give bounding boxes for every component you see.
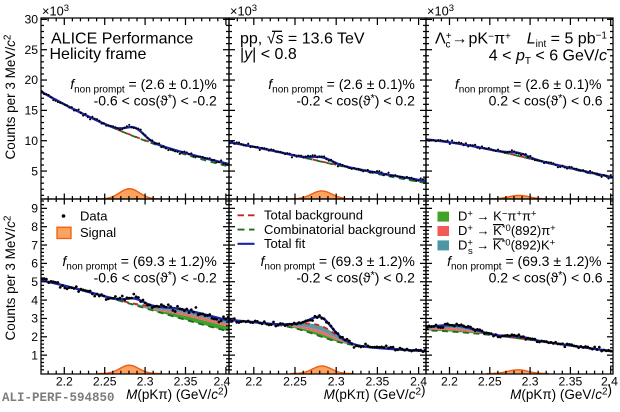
svg-text:9: 9 xyxy=(31,202,38,216)
svg-text:3: 3 xyxy=(31,312,38,326)
svg-text:fnon prompt = (69.3 ± 1.2)%: fnon prompt = (69.3 ± 1.2)% xyxy=(447,253,601,273)
svg-text:×103: ×103 xyxy=(230,3,257,19)
svg-text:Data: Data xyxy=(80,209,108,224)
svg-text:Counts per 3 MeV/c2: Counts per 3 MeV/c2 xyxy=(3,34,19,159)
svg-text:7: 7 xyxy=(31,238,38,252)
svg-text:2: 2 xyxy=(31,330,38,344)
svg-text:fnon prompt = (2.6 ± 0.1)%: fnon prompt = (2.6 ± 0.1)% xyxy=(455,76,602,96)
svg-text:Combinatorial background: Combinatorial background xyxy=(264,222,416,237)
svg-text:M(pKπ) (GeV/c2): M(pKπ) (GeV/c2) xyxy=(324,383,426,403)
svg-text:-0.2 < cos(ϑ*) < 0.2: -0.2 < cos(ϑ*) < 0.2 xyxy=(296,93,415,109)
svg-text:D+ → K*0(892)π+: D+ → K*0(892)π+ xyxy=(458,223,556,238)
svg-text:2.3: 2.3 xyxy=(522,375,539,389)
svg-text:2.35: 2.35 xyxy=(559,375,583,389)
svg-text:5: 5 xyxy=(31,164,38,178)
svg-text:2.35: 2.35 xyxy=(366,375,390,389)
svg-text:pp, √s = 13.6 TeV: pp, √s = 13.6 TeV xyxy=(240,31,365,48)
svg-text:×103: ×103 xyxy=(427,3,454,19)
svg-text:Lint = 5 pb−1: Lint = 5 pb−1 xyxy=(527,31,608,51)
svg-text:0.2 < cos(ϑ*) < 0.6: 0.2 < cos(ϑ*) < 0.6 xyxy=(489,93,603,109)
svg-text:fnon prompt = (69.3 ± 1.2)%: fnon prompt = (69.3 ± 1.2)% xyxy=(62,253,216,273)
svg-text:1: 1 xyxy=(31,348,38,362)
svg-text:25: 25 xyxy=(24,43,38,57)
svg-text:2.25: 2.25 xyxy=(93,375,117,389)
svg-text:0.2 < cos(ϑ*) < 0.6: 0.2 < cos(ϑ*) < 0.6 xyxy=(489,270,603,286)
svg-text:ALI-PERF-594850: ALI-PERF-594850 xyxy=(2,391,115,405)
svg-text:Total background: Total background xyxy=(264,208,363,223)
svg-text:2.4: 2.4 xyxy=(601,375,618,389)
svg-text:2.3: 2.3 xyxy=(328,375,345,389)
svg-text:2.2: 2.2 xyxy=(56,375,73,389)
svg-text:2.25: 2.25 xyxy=(283,375,307,389)
svg-text:2.4: 2.4 xyxy=(214,375,231,389)
svg-text:2.4: 2.4 xyxy=(410,375,427,389)
svg-text:ALICE Performance: ALICE Performance xyxy=(51,31,193,48)
svg-text:5: 5 xyxy=(31,275,38,289)
svg-text:2.25: 2.25 xyxy=(478,375,502,389)
svg-text:20: 20 xyxy=(24,73,38,87)
svg-text:Helicity frame: Helicity frame xyxy=(50,46,147,63)
svg-text:-0.6 < cos(ϑ*) < -0.2: -0.6 < cos(ϑ*) < -0.2 xyxy=(94,270,217,286)
svg-text:4 < pT < 6 GeV/c: 4 < pT < 6 GeV/c xyxy=(489,48,607,68)
svg-text:|y| < 0.8: |y| < 0.8 xyxy=(240,46,297,63)
svg-text:2.3: 2.3 xyxy=(137,375,154,389)
svg-text:Total fit: Total fit xyxy=(264,236,306,251)
svg-text:6: 6 xyxy=(31,257,38,271)
svg-text:2.35: 2.35 xyxy=(174,375,198,389)
svg-text:-0.2 < cos(ϑ*) < 0.2: -0.2 < cos(ϑ*) < 0.2 xyxy=(296,270,415,286)
svg-text:fnon prompt = (2.6 ± 0.1)%: fnon prompt = (2.6 ± 0.1)% xyxy=(70,76,217,96)
svg-text:10: 10 xyxy=(24,134,38,148)
svg-text:×103: ×103 xyxy=(42,3,69,19)
svg-text:fnon prompt = (2.6 ± 0.1)%: fnon prompt = (2.6 ± 0.1)% xyxy=(268,76,415,96)
svg-text:M(pKπ) (GeV/c2): M(pKπ) (GeV/c2) xyxy=(510,383,612,403)
svg-text:D+s → K*0(892)K+: D+ s → K*0(892)K+ xyxy=(458,237,556,256)
svg-text:2.2: 2.2 xyxy=(245,375,262,389)
svg-text:8: 8 xyxy=(31,220,38,234)
svg-text:30: 30 xyxy=(24,13,38,27)
svg-text:4: 4 xyxy=(31,293,38,307)
svg-text:fnon prompt = (69.3 ± 1.2)%: fnon prompt = (69.3 ± 1.2)% xyxy=(261,253,415,273)
svg-text:M(pKπ) (GeV/c2): M(pKπ) (GeV/c2) xyxy=(126,383,228,403)
svg-text:Counts per 3 MeV/c2: Counts per 3 MeV/c2 xyxy=(3,215,19,340)
svg-text:Signal: Signal xyxy=(80,225,116,240)
svg-text:15: 15 xyxy=(24,104,38,118)
svg-text:-0.6 < cos(ϑ*) < -0.2: -0.6 < cos(ϑ*) < -0.2 xyxy=(94,93,217,109)
svg-text:2.2: 2.2 xyxy=(441,375,458,389)
